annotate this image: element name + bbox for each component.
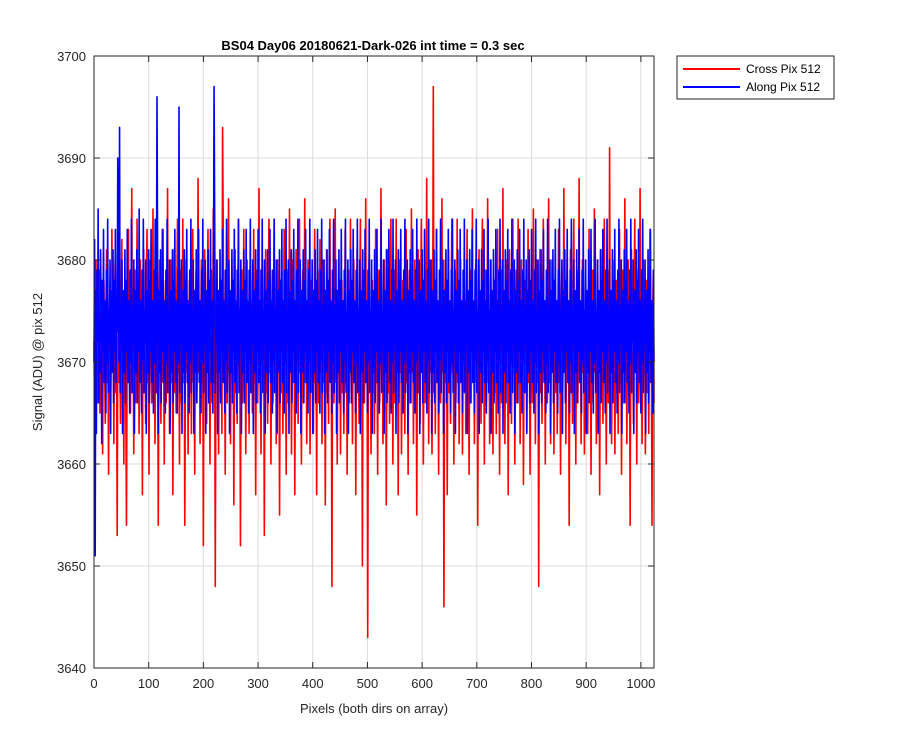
x-tick-label: 600 [411, 676, 433, 691]
x-tick-label: 400 [302, 676, 324, 691]
chart-title: BS04 Day06 20180621-Dark-026 int time = … [221, 38, 524, 53]
x-tick-label: 700 [466, 676, 488, 691]
x-tick-label: 900 [575, 676, 597, 691]
x-tick-label: 200 [193, 676, 215, 691]
x-tick-label: 300 [247, 676, 269, 691]
y-tick-label: 3700 [57, 49, 86, 64]
y-tick-label: 3660 [57, 457, 86, 472]
series-layer [93, 85, 655, 639]
x-tick-label: 0 [90, 676, 97, 691]
x-tick-label: 500 [357, 676, 379, 691]
legend-label-along-pix: Along Pix 512 [746, 80, 820, 94]
y-tick-label: 3690 [57, 151, 86, 166]
series-line-along-pix-512 [93, 85, 655, 557]
x-tick-label: 1000 [626, 676, 655, 691]
x-tick-label: 100 [138, 676, 160, 691]
legend: Cross Pix 512 Along Pix 512 [676, 55, 835, 100]
x-axis-label: Pixels (both dirs on array) [300, 701, 448, 716]
x-tick-label: 800 [521, 676, 543, 691]
y-tick-label: 3670 [57, 355, 86, 370]
y-tick-label: 3680 [57, 253, 86, 268]
y-axis-label: Signal (ADU) @ pix 512 [30, 293, 45, 431]
legend-label-cross-pix: Cross Pix 512 [746, 62, 821, 76]
y-axis-ticks: 3640 3650 3660 3670 3680 3690 3700 [57, 49, 654, 676]
y-tick-label: 3640 [57, 661, 86, 676]
legend-box [676, 55, 835, 100]
x-axis-ticks: 0 100 200 300 400 500 600 700 800 900 1000 [90, 56, 655, 691]
y-tick-label: 3650 [57, 559, 86, 574]
